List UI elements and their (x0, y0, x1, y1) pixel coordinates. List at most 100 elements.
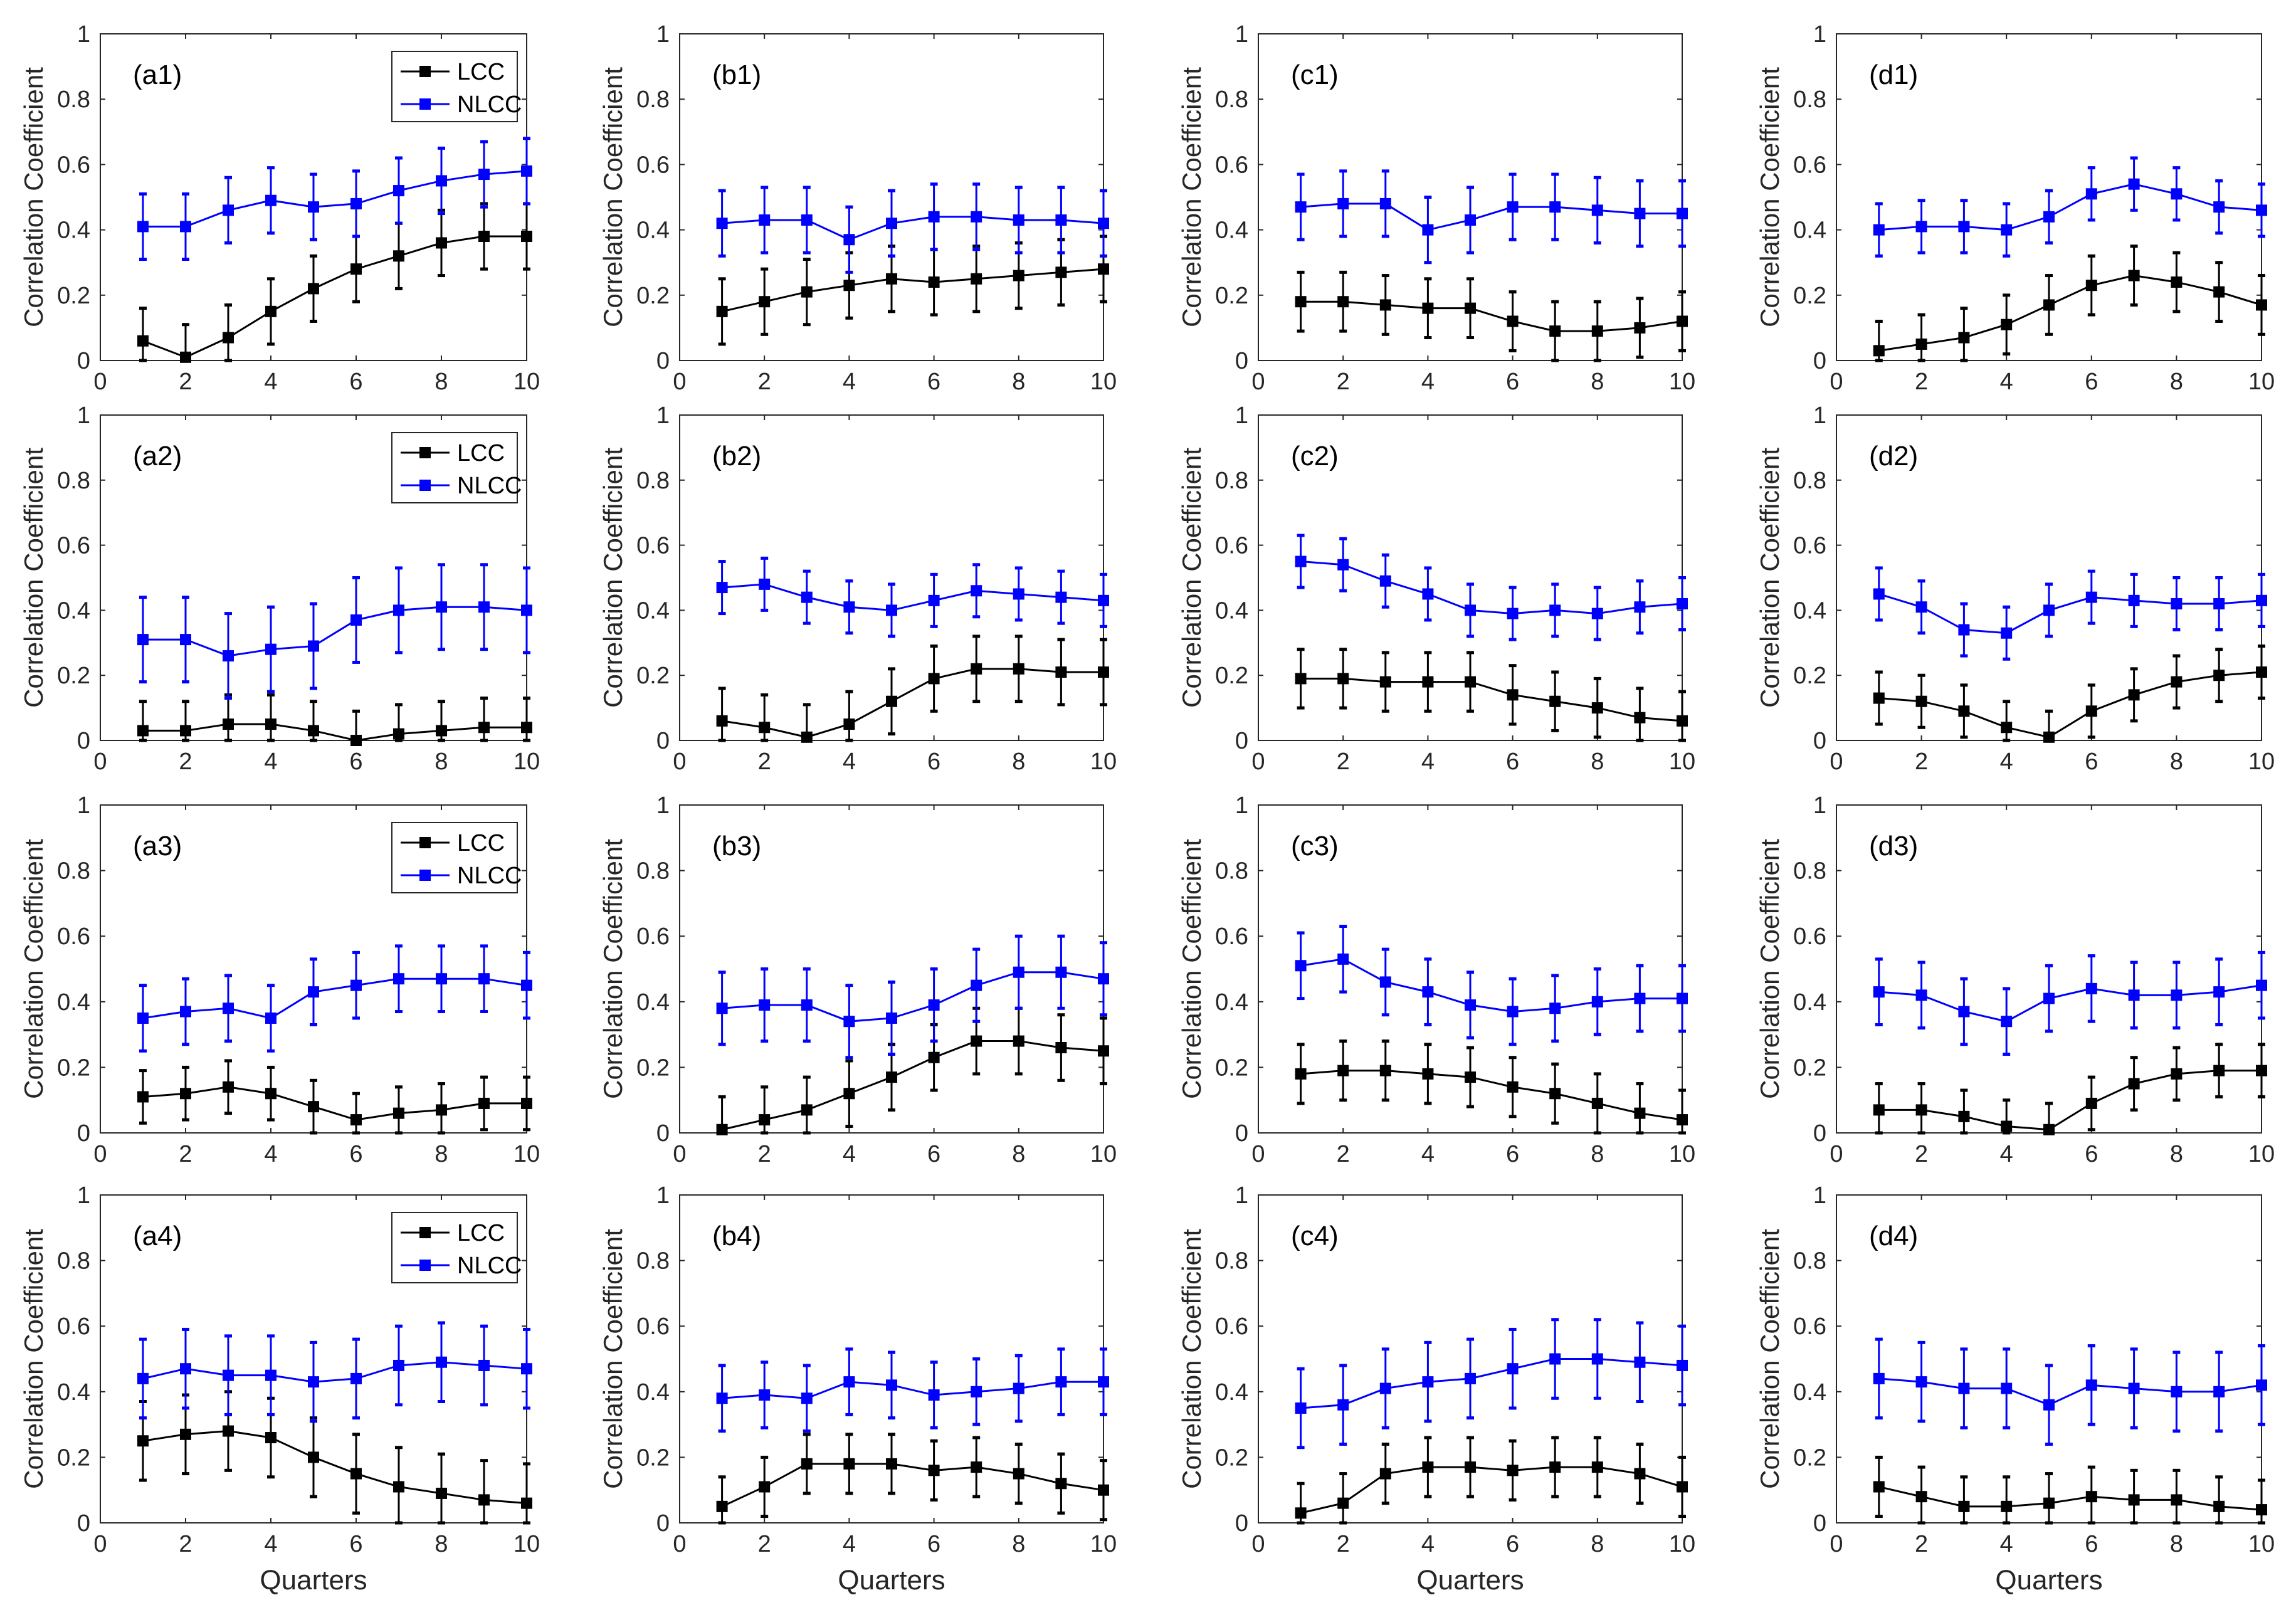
lcc-data-point (1591, 702, 1603, 714)
nlcc-data-point (350, 197, 362, 209)
lcc-data-point (2128, 1494, 2140, 1506)
lcc-data-point (843, 280, 855, 292)
subplot-b2: 0 2 4 6 8 10 0 0.2 0.4 0.6 0.8 1 Correlation Coeffic… (598, 403, 1117, 775)
lcc-data-point (1915, 695, 1927, 707)
lcc-data-point (350, 735, 362, 746)
lcc-data-point (1337, 673, 1349, 685)
y-tick-label: 1 (77, 21, 90, 48)
x-tick-label: 8 (434, 1141, 448, 1167)
x-tick-label: 10 (513, 1531, 540, 1557)
y-tick-label: 0.2 (636, 663, 670, 689)
x-tick-label: 0 (673, 1531, 686, 1557)
legend-marker (419, 447, 431, 458)
lcc-data-point (521, 1097, 532, 1109)
y-tick-label: 0.8 (57, 858, 90, 885)
nlcc-data-point (1549, 1353, 1561, 1365)
x-tick-label: 2 (1915, 749, 1928, 775)
lcc-data-point (843, 1458, 855, 1470)
lcc-data-point (1915, 1491, 1927, 1503)
lcc-data-point (393, 250, 404, 262)
y-tick-label: 0 (1235, 728, 1248, 754)
lcc-data-point (521, 722, 532, 734)
x-tick-label: 6 (927, 1141, 940, 1167)
lcc-data-point (1013, 270, 1024, 282)
y-tick-label: 0.6 (636, 924, 670, 950)
nlcc-data-point (308, 201, 319, 213)
lcc-data-point (1915, 338, 1927, 350)
lcc-data-point (1379, 1065, 1391, 1076)
nlcc-data-point (2085, 591, 2097, 603)
nlcc-data-point (1465, 604, 1476, 616)
legend-box (391, 432, 518, 503)
x-tick-label: 8 (1012, 1141, 1025, 1167)
nlcc-data-point (759, 999, 771, 1011)
x-tick-label: 0 (1830, 369, 1843, 395)
x-tick-label: 2 (1337, 1141, 1350, 1167)
nlcc-data-point (1634, 1356, 1646, 1368)
x-tick-label: 6 (1506, 1531, 1519, 1557)
subplot-b3: 0 2 4 6 8 10 0 0.2 0.4 0.6 0.8 1 Correlation Coeffic… (598, 792, 1117, 1167)
panel-label: (a3) (133, 831, 182, 861)
y-tick-label: 0.4 (1793, 1379, 1826, 1406)
lcc-data-point (1379, 299, 1391, 311)
legend-label: LCC (457, 59, 505, 85)
lcc-data-point (393, 1481, 404, 1493)
lcc-data-point (1055, 1042, 1067, 1054)
y-tick-label: 0 (656, 1510, 670, 1537)
lcc-data-point (801, 286, 813, 298)
x-tick-label: 0 (1830, 749, 1843, 775)
lcc-data-point (1465, 302, 1476, 314)
x-tick-label: 2 (179, 369, 192, 395)
nlcc-data-point (886, 1379, 897, 1391)
nlcc-data-point (843, 234, 855, 246)
y-tick-label: 1 (1813, 403, 1826, 429)
x-tick-label: 8 (2170, 749, 2183, 775)
lcc-data-point (801, 1104, 813, 1116)
y-tick-label: 0.6 (57, 533, 90, 559)
x-tick-label: 6 (349, 369, 362, 395)
lcc-series-line (142, 235, 527, 359)
subplot-c3: 0 2 4 6 8 10 0 0.2 0.4 0.6 0.8 1 Correlation Coeffic… (1177, 792, 1695, 1167)
y-tick-label: 0 (1813, 348, 1826, 374)
nlcc-data-point (2043, 211, 2055, 223)
y-tick-label: 0.6 (636, 533, 670, 559)
x-tick-label: 10 (1090, 1141, 1117, 1167)
x-tick-label: 0 (1251, 1531, 1265, 1557)
nlcc-data-point (1098, 973, 1109, 985)
lcc-data-point (1465, 1071, 1476, 1083)
y-tick-label: 0.4 (1215, 218, 1248, 244)
lcc-data-point (759, 296, 771, 308)
y-tick-label: 0.4 (1793, 989, 1826, 1016)
nlcc-data-point (971, 585, 982, 597)
nlcc-data-point (393, 973, 404, 985)
y-tick-label: 0.4 (57, 989, 90, 1016)
y-tick-label: 0.4 (1215, 989, 1248, 1016)
lcc-data-point (886, 695, 897, 707)
nlcc-data-point (223, 650, 234, 662)
lcc-data-point (393, 728, 404, 740)
lcc-data-point (2213, 286, 2225, 298)
lcc-data-point (1055, 1478, 1067, 1490)
x-tick-label: 4 (264, 369, 277, 395)
x-tick-label: 10 (2248, 749, 2275, 775)
nlcc-data-point (1873, 224, 1885, 236)
y-tick-label: 0 (1235, 348, 1248, 374)
plot-area (1836, 414, 2262, 741)
nlcc-data-point (2001, 1382, 2013, 1394)
lcc-data-point (759, 1114, 771, 1126)
lcc-data-point (886, 1458, 897, 1470)
nlcc-data-point (1295, 555, 1307, 567)
nlcc-data-point (843, 601, 855, 613)
lcc-data-point (1873, 345, 1885, 357)
y-tick-label: 0.2 (57, 1055, 90, 1081)
nlcc-series-line (722, 1381, 1103, 1399)
nlcc-data-point (478, 1359, 490, 1371)
nlcc-data-point (2213, 201, 2225, 213)
lcc-data-point (1591, 325, 1603, 337)
lcc-data-point (223, 718, 234, 730)
lcc-data-point (2128, 270, 2140, 282)
lcc-data-point (478, 1097, 490, 1109)
x-tick-label: 6 (927, 1531, 940, 1557)
y-tick-label: 0.6 (1215, 1313, 1248, 1340)
x-tick-label: 0 (673, 749, 686, 775)
